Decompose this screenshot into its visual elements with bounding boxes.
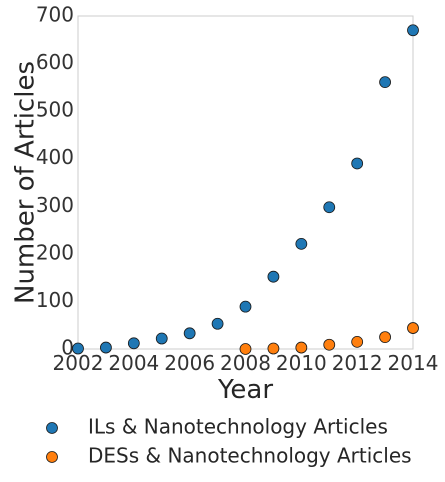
y-tick-label: 300 xyxy=(36,193,74,217)
data-point-series-2 xyxy=(379,331,391,344)
data-point-series-2 xyxy=(295,341,308,354)
data-point-series-1 xyxy=(127,337,140,350)
y-tick-label: 700 xyxy=(36,3,74,27)
data-point-series-1 xyxy=(323,201,336,214)
y-tick-label: 0 xyxy=(61,336,74,360)
x-tick-label: 2012 xyxy=(332,351,383,375)
y-tick-labels: 0 100 200 300 400 500 600 700 xyxy=(36,3,74,360)
data-point-series-1 xyxy=(155,332,168,345)
data-point-series-1 xyxy=(295,237,308,250)
data-point-series-2 xyxy=(407,322,419,334)
data-point-series-1 xyxy=(351,157,364,170)
x-tick-label: 2010 xyxy=(276,351,327,375)
data-point-series-1 xyxy=(72,342,84,355)
x-tick-label: 2014 xyxy=(388,351,439,375)
data-point-series-2 xyxy=(239,343,252,355)
data-point-series-1 xyxy=(407,24,419,37)
plot-area xyxy=(77,15,414,350)
legend-marker xyxy=(46,451,58,463)
data-point-series-2 xyxy=(267,342,280,355)
x-tick-label: 2002 xyxy=(53,351,104,375)
data-point-series-1 xyxy=(211,317,224,330)
y-axis-title: Number of Articles xyxy=(11,61,41,304)
x-tick-label: 2008 xyxy=(220,351,271,375)
y-tick-label: 500 xyxy=(36,98,74,122)
y-tick-label: 100 xyxy=(36,288,74,312)
legend-label: DESs & Nanotechnology Articles xyxy=(88,444,412,468)
x-tick-label: 2004 xyxy=(108,351,159,375)
data-point-series-1 xyxy=(239,300,252,313)
x-tick-labels: 2002 2004 2006 2008 2010 2012 2014 xyxy=(53,351,439,375)
data-point-series-1 xyxy=(267,270,280,283)
x-axis-title: Year xyxy=(217,375,273,405)
data-points xyxy=(72,24,419,355)
y-tick-label: 200 xyxy=(36,240,74,264)
legend: ILs & Nanotechnology Articles DESs & Nano… xyxy=(46,415,412,468)
data-point-series-2 xyxy=(351,335,364,348)
data-point-series-1 xyxy=(379,76,391,89)
x-tick-label: 2006 xyxy=(164,351,215,375)
y-tick-label: 400 xyxy=(36,145,74,169)
data-point-series-2 xyxy=(323,338,336,351)
data-point-series-1 xyxy=(100,341,112,354)
legend-label: ILs & Nanotechnology Articles xyxy=(88,415,388,439)
legend-marker xyxy=(46,422,58,434)
y-tick-label: 600 xyxy=(36,50,74,74)
data-point-series-1 xyxy=(183,327,196,340)
